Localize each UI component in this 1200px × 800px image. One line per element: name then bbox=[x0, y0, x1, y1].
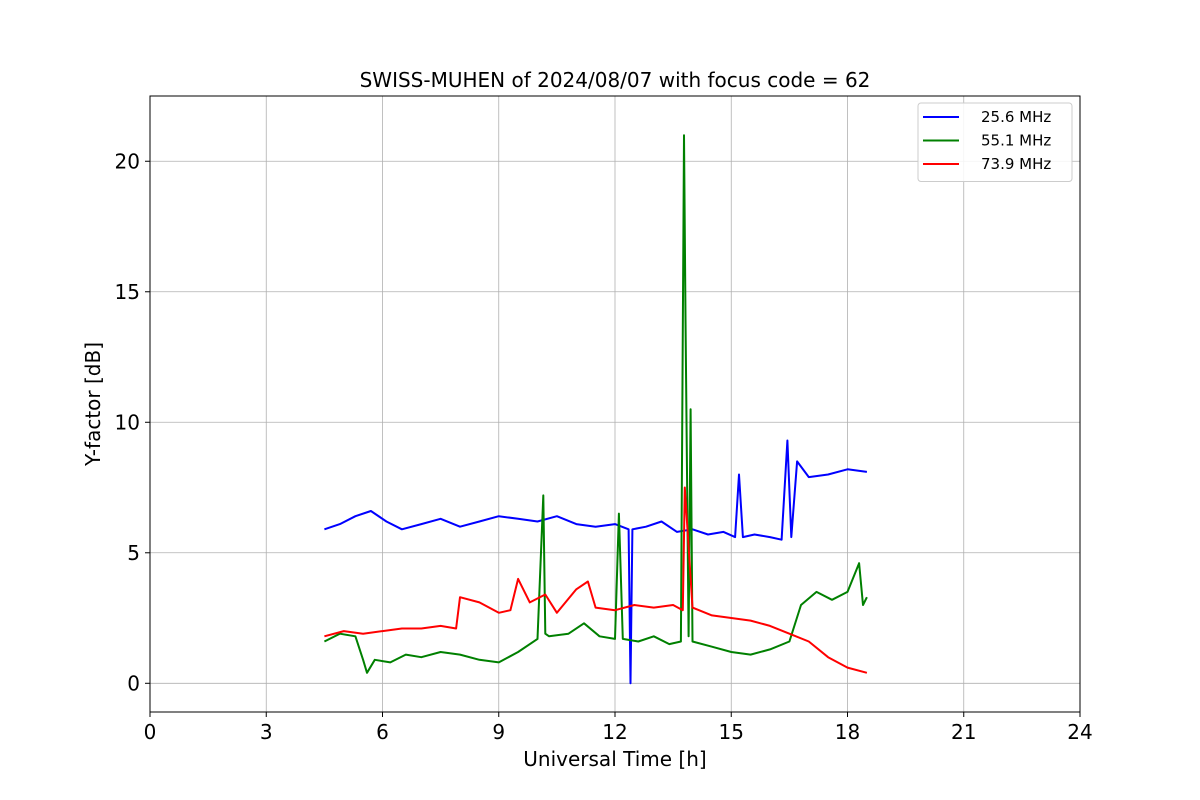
y-tick-label: 10 bbox=[115, 410, 140, 434]
x-tick-label: 15 bbox=[719, 720, 744, 744]
y-tick-label: 5 bbox=[127, 541, 140, 565]
plot-series bbox=[323, 134, 868, 685]
x-tick-label: 6 bbox=[376, 720, 389, 744]
legend-label: 55.1 MHz bbox=[981, 132, 1051, 150]
y-tick-label: 0 bbox=[127, 671, 140, 695]
x-tick-label: 12 bbox=[602, 720, 627, 744]
legend: 25.6 MHz 55.1 MHz 73.9 MHz bbox=[917, 102, 1073, 182]
x-tick-label: 0 bbox=[144, 720, 157, 744]
series-line-3 bbox=[324, 486, 868, 674]
series-line-2 bbox=[323, 134, 868, 674]
y-tick-label: 20 bbox=[115, 149, 140, 173]
y-tick-label: 15 bbox=[115, 280, 140, 304]
legend-label: 25.6 MHz bbox=[981, 108, 1051, 126]
legend-box bbox=[917, 102, 1073, 182]
x-tick-label: 9 bbox=[492, 720, 505, 744]
x-tick-label: 21 bbox=[951, 720, 976, 744]
x-tick-label: 3 bbox=[260, 720, 273, 744]
x-tick-label: 18 bbox=[835, 720, 860, 744]
series-line-1 bbox=[324, 439, 868, 685]
x-tick-label: 24 bbox=[1067, 720, 1092, 744]
legend-label: 73.9 MHz bbox=[981, 155, 1051, 173]
axis-ticks: 0 3 6 9 12 15 18 21 24 0 5 10 15 20 bbox=[115, 149, 1093, 744]
x-axis-label: Universal Time [h] bbox=[523, 747, 706, 771]
chart-title: SWISS-MUHEN of 2024/08/07 with focus cod… bbox=[360, 68, 871, 92]
y-axis-label: Y-factor [dB] bbox=[81, 342, 105, 467]
